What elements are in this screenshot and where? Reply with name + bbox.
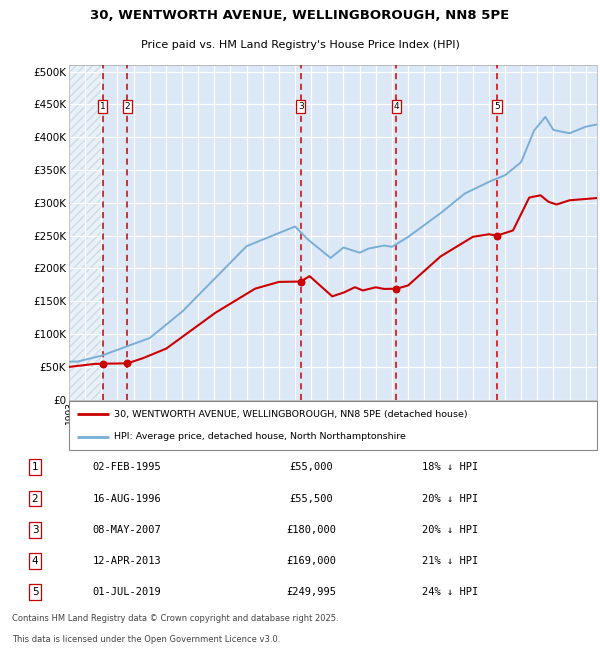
- Text: 3: 3: [32, 525, 38, 535]
- Text: 2: 2: [32, 493, 38, 504]
- Text: HPI: Average price, detached house, North Northamptonshire: HPI: Average price, detached house, Nort…: [114, 432, 406, 441]
- Text: 16-AUG-1996: 16-AUG-1996: [93, 493, 161, 504]
- Text: 1: 1: [32, 462, 38, 473]
- Text: £55,000: £55,000: [290, 462, 334, 473]
- Text: 4: 4: [394, 102, 399, 111]
- Text: £169,000: £169,000: [287, 556, 337, 566]
- Text: 5: 5: [32, 587, 38, 597]
- Text: 20% ↓ HPI: 20% ↓ HPI: [422, 493, 478, 504]
- Text: 02-FEB-1995: 02-FEB-1995: [93, 462, 161, 473]
- Text: 30, WENTWORTH AVENUE, WELLINGBOROUGH, NN8 5PE (detached house): 30, WENTWORTH AVENUE, WELLINGBOROUGH, NN…: [114, 410, 467, 419]
- Text: £180,000: £180,000: [287, 525, 337, 535]
- Text: Contains HM Land Registry data © Crown copyright and database right 2025.: Contains HM Land Registry data © Crown c…: [12, 614, 338, 623]
- Point: [391, 283, 401, 294]
- Text: 01-JUL-2019: 01-JUL-2019: [93, 587, 161, 597]
- Point: [296, 276, 305, 287]
- FancyBboxPatch shape: [69, 401, 597, 450]
- Bar: [69, 65, 103, 400]
- Point: [122, 358, 132, 369]
- Text: 12-APR-2013: 12-APR-2013: [93, 556, 161, 566]
- Text: 4: 4: [32, 556, 38, 566]
- Text: 30, WENTWORTH AVENUE, WELLINGBOROUGH, NN8 5PE: 30, WENTWORTH AVENUE, WELLINGBOROUGH, NN…: [91, 9, 509, 22]
- Text: Price paid vs. HM Land Registry's House Price Index (HPI): Price paid vs. HM Land Registry's House …: [140, 40, 460, 50]
- Text: This data is licensed under the Open Government Licence v3.0.: This data is licensed under the Open Gov…: [12, 635, 280, 644]
- Text: 08-MAY-2007: 08-MAY-2007: [93, 525, 161, 535]
- Text: 5: 5: [494, 102, 500, 111]
- Text: 1: 1: [100, 102, 106, 111]
- Text: £55,500: £55,500: [290, 493, 334, 504]
- Text: 20% ↓ HPI: 20% ↓ HPI: [422, 525, 478, 535]
- Point: [492, 231, 502, 241]
- Point: [98, 358, 107, 369]
- Text: 21% ↓ HPI: 21% ↓ HPI: [422, 556, 478, 566]
- Text: 18% ↓ HPI: 18% ↓ HPI: [422, 462, 478, 473]
- Text: 24% ↓ HPI: 24% ↓ HPI: [422, 587, 478, 597]
- Text: 2: 2: [125, 102, 130, 111]
- Text: 3: 3: [298, 102, 304, 111]
- Text: £249,995: £249,995: [287, 587, 337, 597]
